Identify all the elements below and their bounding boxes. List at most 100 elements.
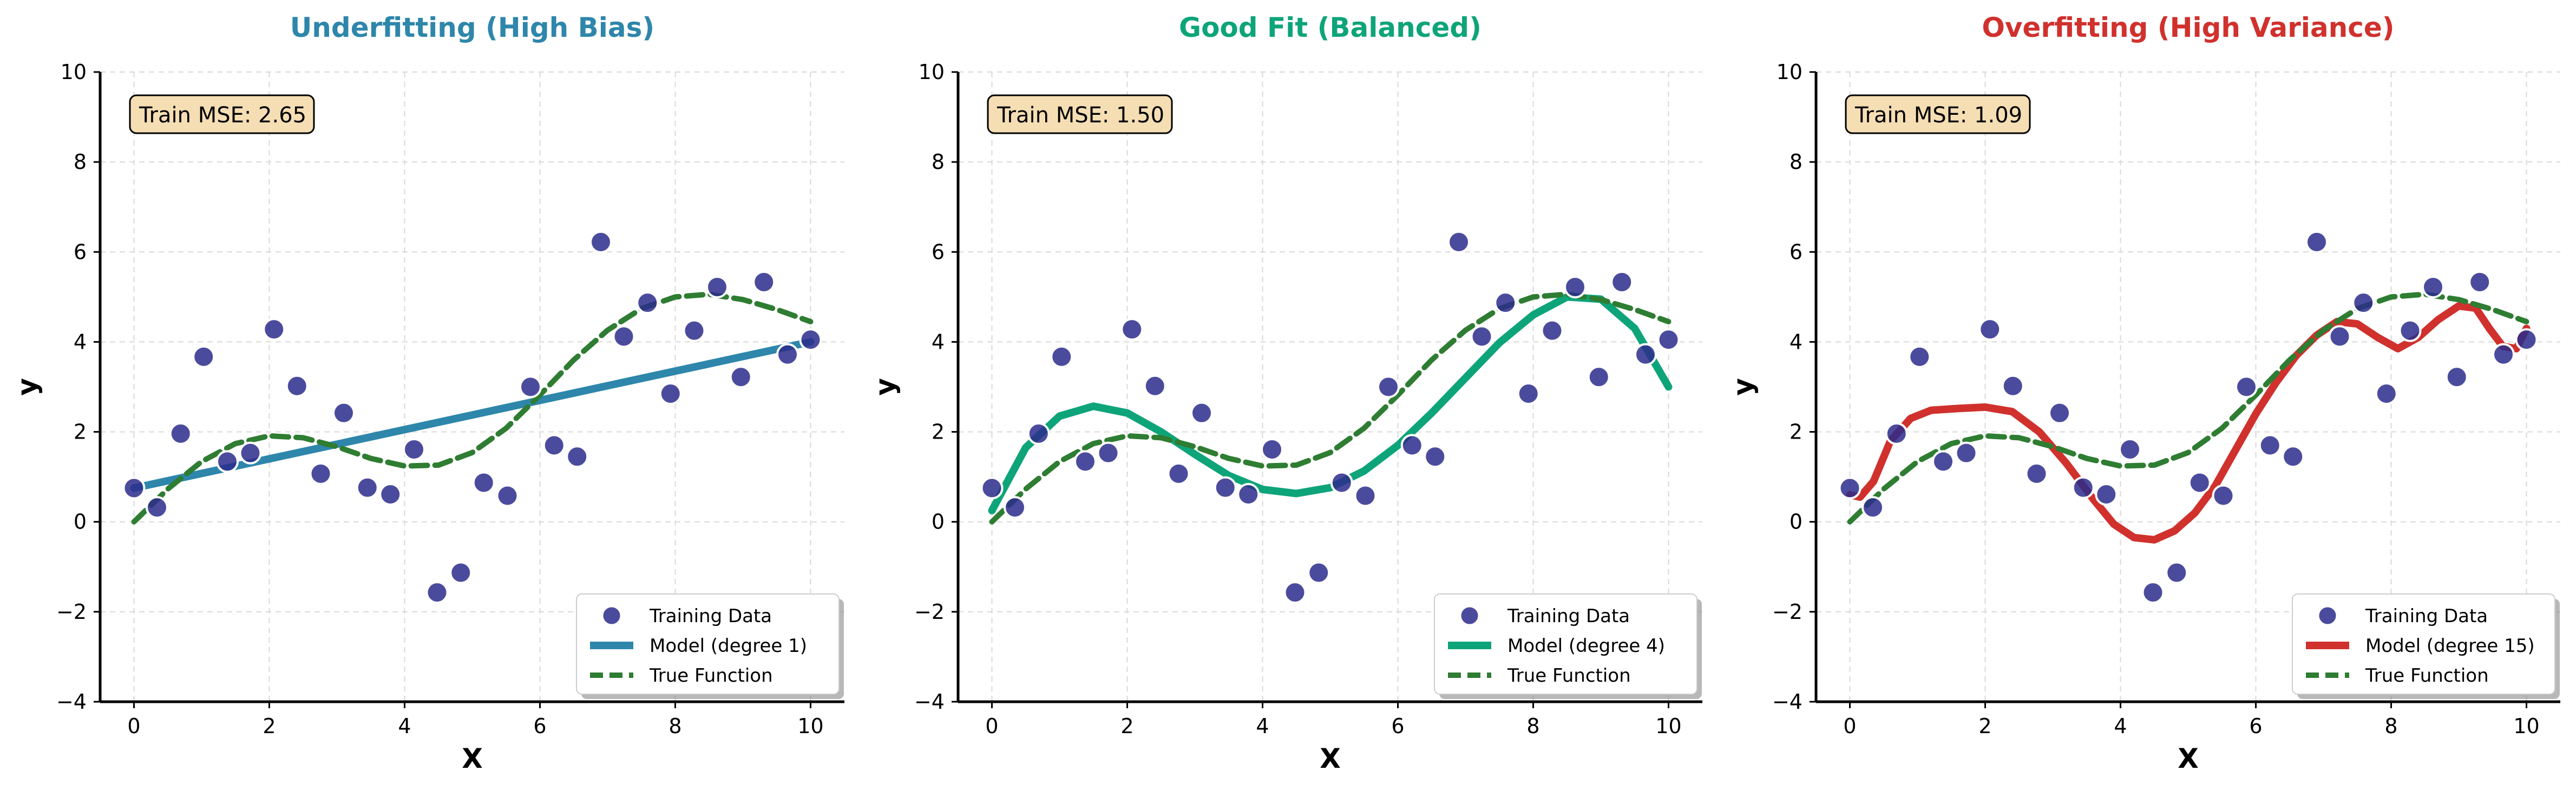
panel-title: Underfitting (High Bias)	[290, 12, 655, 43]
y-axis-label: y	[1727, 378, 1759, 396]
y-tick-label: −2	[1772, 600, 1802, 624]
mse-annotation: Train MSE: 1.50	[997, 103, 1164, 128]
data-point	[379, 483, 402, 506]
model-line	[988, 293, 1673, 514]
y-tick-label: 10	[919, 60, 945, 84]
x-axis-label: X	[2178, 743, 2199, 774]
data-point	[589, 231, 612, 254]
legend-label: True Function	[649, 665, 773, 687]
y-tick-label: −4	[914, 690, 945, 714]
data-point	[122, 476, 146, 500]
data-point	[799, 328, 822, 351]
data-point	[980, 476, 1004, 500]
data-point	[2422, 276, 2444, 299]
data-point	[2468, 270, 2492, 293]
mse-annotation: Train MSE: 1.09	[1854, 103, 2022, 128]
data-point	[1190, 401, 1213, 425]
data-point	[1657, 328, 1680, 351]
data-point	[2375, 382, 2398, 405]
data-point	[1955, 441, 1978, 465]
y-tick-label: 0	[932, 510, 945, 534]
data-point	[2305, 231, 2328, 254]
data-point	[1908, 345, 1931, 368]
data-point	[1283, 581, 1307, 604]
data-point	[263, 318, 286, 341]
data-point	[216, 450, 239, 473]
data-point	[2235, 375, 2258, 399]
training-data-points	[122, 231, 822, 604]
y-axis-label: y	[869, 378, 901, 396]
data-point	[1541, 319, 1564, 342]
data-point	[1564, 276, 1587, 299]
legend-box	[1434, 593, 1697, 695]
data-point	[1634, 343, 1657, 366]
legend-label: True Function	[1507, 665, 1631, 687]
x-tick-label: 8	[668, 714, 681, 738]
y-tick-label: −4	[56, 690, 87, 714]
data-point	[683, 319, 706, 342]
legend-label: Model (degree 1)	[650, 635, 807, 657]
data-point	[1097, 441, 1120, 465]
data-point	[2025, 462, 2048, 485]
y-tick-label: 6	[932, 240, 945, 264]
data-point	[2352, 291, 2375, 315]
data-point	[192, 345, 215, 368]
y-tick-label: 4	[1790, 330, 1802, 354]
data-point	[2328, 325, 2351, 348]
data-point	[449, 561, 473, 584]
data-point	[1885, 422, 1908, 445]
y-tick-label: 0	[1790, 510, 1802, 534]
x-axis-label: X	[462, 743, 483, 774]
data-point	[2492, 343, 2515, 366]
y-tick-label: 2	[74, 420, 87, 444]
data-point	[706, 276, 729, 299]
data-point	[2515, 328, 2538, 351]
data-point	[285, 374, 309, 397]
legend-marker-training-data	[2317, 605, 2338, 626]
data-point	[1027, 422, 1050, 445]
mse-annotation-box	[987, 94, 1173, 134]
data-point	[1610, 270, 1634, 293]
data-point	[2398, 319, 2422, 342]
data-point	[2001, 374, 2024, 397]
data-point	[309, 462, 332, 485]
data-point	[1932, 450, 1955, 473]
panel-title: Good Fit (Balanced)	[1179, 12, 1482, 43]
data-point	[403, 438, 425, 461]
x-tick-label: 8	[2384, 714, 2397, 738]
mse-annotation-box	[1845, 94, 2031, 134]
y-tick-label: 8	[74, 150, 87, 174]
data-point	[2212, 484, 2235, 507]
data-point	[2119, 438, 2141, 461]
model-line	[1846, 302, 2531, 544]
y-tick-label: −2	[56, 600, 87, 624]
panel-1: 0 2 4 6 8 10 −4 −2 0 2 4 6 8 10 Xy Underfitting (High B…	[11, 12, 844, 774]
legend-box	[2292, 593, 2555, 695]
data-point	[2048, 401, 2071, 425]
data-point	[2445, 365, 2468, 389]
legend-label: Training Data	[649, 605, 772, 627]
x-tick-label: 4	[1256, 714, 1269, 738]
y-tick-label: 6	[1790, 240, 1802, 264]
legend: Training Data Model (degree 15) True Funct…	[2292, 593, 2560, 699]
legend-label: Training Data	[2365, 605, 2488, 627]
data-point	[1587, 365, 1610, 389]
data-point	[2165, 561, 2188, 584]
data-point	[566, 445, 589, 468]
x-tick-label: 6	[533, 714, 546, 738]
data-point	[496, 484, 519, 507]
data-point	[612, 325, 635, 348]
x-tick-label: 10	[1655, 714, 1681, 738]
data-point	[1354, 484, 1377, 507]
data-point	[1307, 561, 1330, 584]
data-point	[2282, 445, 2305, 468]
data-point	[2095, 483, 2118, 506]
legend-marker-training-data	[1459, 605, 1480, 626]
x-tick-label: 10	[797, 714, 823, 738]
data-point	[1167, 462, 1190, 485]
data-point	[239, 441, 262, 465]
data-point	[519, 375, 542, 399]
y-tick-label: −4	[1772, 690, 1802, 714]
legend-label: True Function	[2365, 665, 2489, 687]
